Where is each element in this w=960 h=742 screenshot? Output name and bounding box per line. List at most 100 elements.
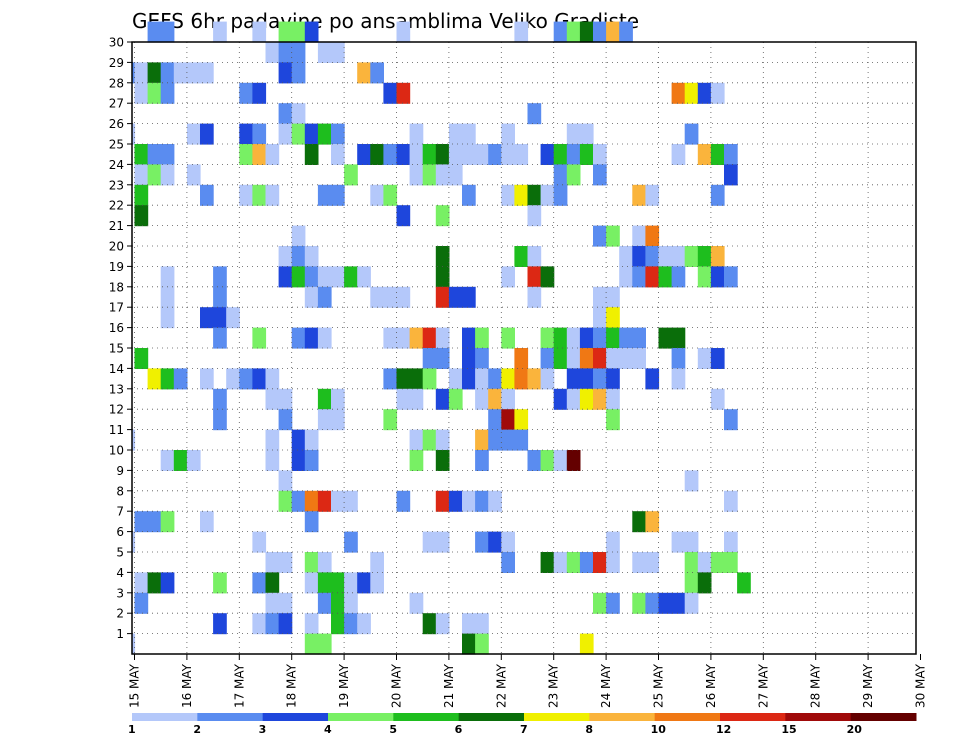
heatmap-cell [317,572,332,594]
heatmap-cell [226,368,240,390]
heatmap-cell [396,82,411,104]
heatmap-cell [147,21,162,43]
heatmap-cell [632,246,646,267]
heatmap-cell [132,531,136,553]
heatmap-cell [579,552,594,573]
heatmap-cell [134,205,149,227]
heatmap-cell [632,511,646,533]
heatmap-cell [684,592,699,614]
heatmap-cell [265,592,280,614]
heatmap-cell [435,286,450,308]
heatmap-cell [448,286,463,308]
heatmap-cell [252,531,267,553]
heatmap-cell [697,552,712,573]
heatmap-cell [383,409,398,431]
heatmap-cell [304,123,319,145]
legend-swatch [197,713,264,721]
heatmap-cell [331,490,345,512]
heatmap-cell [462,123,476,145]
y-tick-label: 30 [109,36,124,50]
heatmap-cell [304,552,319,573]
heatmap-cell [317,592,332,614]
heatmap-cell [671,592,686,614]
heatmap-cell [173,62,188,84]
heatmap-cell [200,184,214,206]
heatmap-cell [370,184,384,206]
heatmap-cell [606,409,620,431]
heatmap-cell [540,368,555,390]
heatmap-cell [396,21,411,43]
heatmap-cell [671,144,686,165]
heatmap-cell [658,327,673,349]
heatmap-cell [448,164,463,186]
y-tick-label: 27 [109,97,124,111]
heatmap-cell [710,388,725,410]
heatmap-cell [448,123,463,145]
heatmap-cell [501,429,515,451]
heatmap-cell [514,184,529,206]
heatmap-cell [462,144,476,165]
heatmap-cell [632,327,646,349]
heatmap-cell [488,490,502,512]
heatmap-cell [435,327,450,349]
heatmap-cell [422,144,437,165]
y-tick-label: 16 [109,321,124,335]
heatmap-cell [160,511,175,533]
heatmap-cell [619,21,633,43]
heatmap-cell [409,327,424,349]
heatmap-cell [435,613,450,635]
y-tick-label: 17 [109,301,124,315]
heatmap-cell [226,307,240,329]
heatmap-cell [317,123,332,145]
heatmap-cell [357,266,371,288]
heatmap-cell [265,429,280,451]
heatmap-cell [331,613,345,635]
heatmap-cell [160,82,175,104]
heatmap-cell [553,184,568,206]
heatmap-cell [593,552,607,573]
heatmap-cell [579,21,594,43]
heatmap-cell [383,327,398,349]
heatmap-cell [317,409,332,431]
heatmap-cell [147,572,162,594]
heatmap-cell [344,164,358,186]
heatmap-cell [514,144,529,165]
heatmap-cell [396,368,411,390]
heatmap-cell [383,184,398,206]
heatmap-cell [213,286,227,308]
y-tick-label: 28 [109,76,124,90]
heatmap-cell [186,164,201,186]
heatmap-cell [265,144,280,165]
heatmap-cell [160,266,175,288]
heatmap-cell [475,388,489,410]
x-tick-label: 24 MAY [599,663,613,708]
heatmap-cell [278,613,293,635]
heatmap-cell [304,450,319,471]
heatmap-cell [710,184,725,206]
heatmap-cell [488,409,502,431]
heatmap-cell [331,409,345,431]
heatmap-cell [317,633,332,655]
heatmap-cell [291,123,306,145]
x-tick-label: 18 MAY [285,663,299,708]
heatmap-cell [566,450,581,471]
heatmap-cell [462,348,476,369]
heatmap-cell [606,21,620,43]
heatmap-cell [304,633,319,655]
y-tick-label: 10 [109,444,124,458]
heatmap-cell [304,613,319,635]
heatmap-cell [331,123,345,145]
y-tick-label: 20 [109,240,124,254]
heatmap-cell [671,266,686,288]
heatmap-cell [422,368,437,390]
heatmap-cell [593,327,607,349]
y-tick-label: 21 [109,219,124,233]
heatmap-cell [645,246,660,267]
heatmap-cell [304,246,319,267]
heatmap-cell [304,286,319,308]
heatmap-cell [632,184,646,206]
heatmap-cell [344,572,358,594]
heatmap-cell [710,246,725,267]
heatmap-cell [710,144,725,165]
heatmap-cell [252,144,267,165]
